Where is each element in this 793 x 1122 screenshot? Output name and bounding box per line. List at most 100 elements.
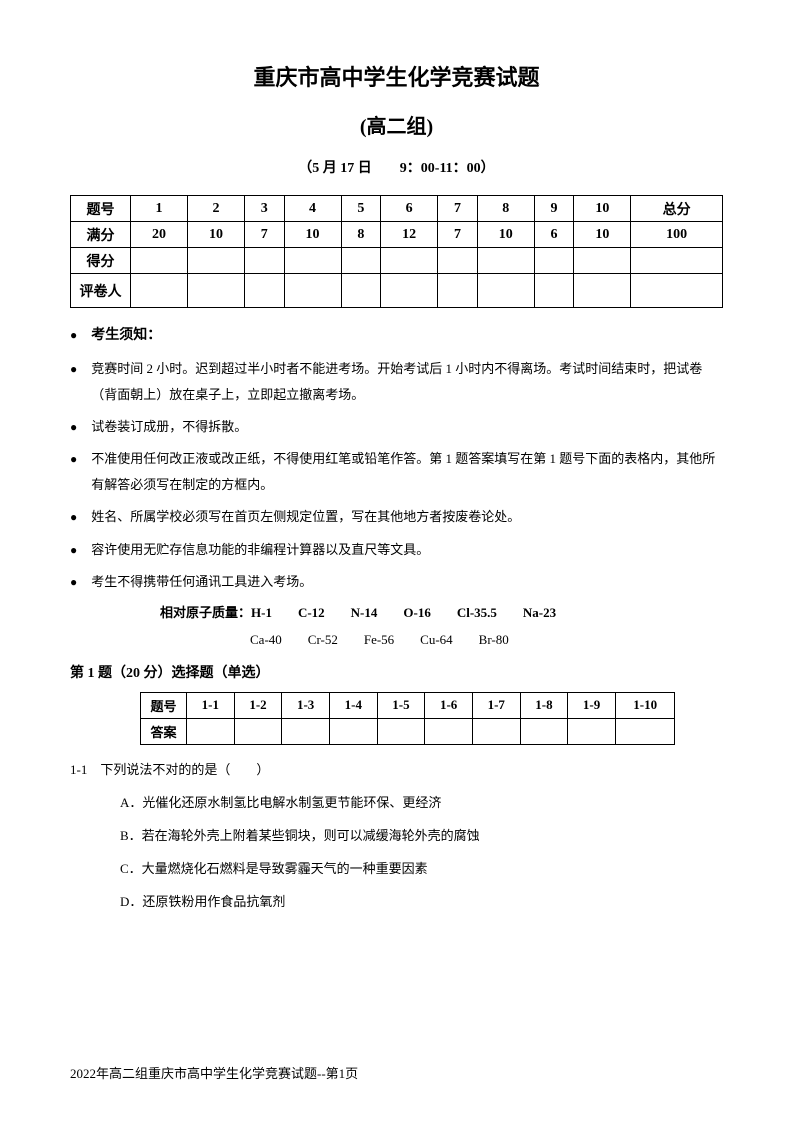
av-1 [187,718,235,744]
score-table: 题号 1 2 3 4 5 6 7 8 9 10 总分 满分 20 10 7 10… [70,195,723,308]
bullet-marker-icon: ● [70,322,77,348]
av-7 [472,718,520,744]
full-marks-row: 满分 20 10 7 10 8 12 7 10 6 10 100 [71,222,723,248]
notice-title-item: ● 考生须知： [70,322,723,350]
fm-total: 100 [631,222,723,248]
g-1 [131,274,188,308]
bullet-marker-icon: ● [70,504,77,530]
notice-item: ● 姓名、所属学校必须写在首页左侧规定位置，写在其他地方者按废卷论处。 [70,504,723,530]
fm-2: 10 [187,222,244,248]
atomic-values-1: H-1 C-12 N-14 O-16 Cl-35.5 Na-23 [251,605,556,620]
option-d: D．还原铁粉用作食品抗氧剂 [120,891,723,910]
h-2: 2 [187,196,244,222]
a-label: 题号 [141,692,187,718]
g-9 [534,274,574,308]
s-7 [438,248,478,274]
g-2 [187,274,244,308]
g-7 [438,274,478,308]
s-5 [341,248,381,274]
g-6 [381,274,438,308]
exam-time: （5 月 17 日 9：00-11：00） [70,157,723,177]
bullet-marker-icon: ● [70,446,77,472]
notice-item: ● 不准使用任何改正液或改正纸，不得使用红笔或铅笔作答。第 1 题答案填写在第 … [70,446,723,498]
atomic-mass-line1: 相对原子质量：H-1 C-12 N-14 O-16 Cl-35.5 Na-23 [160,602,723,621]
av-3 [282,718,330,744]
a-7: 1-7 [472,692,520,718]
g-5 [341,274,381,308]
h-1: 1 [131,196,188,222]
fm-7: 7 [438,222,478,248]
fm-8: 10 [477,222,534,248]
notice-title: 考生须知： [91,322,723,350]
title-main: 重庆市高中学生化学竞赛试题 [70,60,723,92]
a-9: 1-9 [568,692,616,718]
notice-item: ● 考生不得携带任何通讯工具进入考场。 [70,569,723,595]
grader-row: 评卷人 [71,274,723,308]
a-3: 1-3 [282,692,330,718]
h-8: 8 [477,196,534,222]
option-a: A．光催化还原水制氢比电解水制氢更节能环保、更经济 [120,792,723,811]
notice-text: 容许使用无贮存信息功能的非编程计算器以及直尺等文具。 [91,537,723,563]
a-4: 1-4 [329,692,377,718]
answer-header-row: 题号 1-1 1-2 1-3 1-4 1-5 1-6 1-7 1-8 1-9 1… [141,692,675,718]
bullet-marker-icon: ● [70,537,77,563]
av-2 [234,718,282,744]
bullet-marker-icon: ● [70,356,77,382]
footer-text: 2022年高二组重庆市高中学生化学竞赛试题--第1页 [70,1063,358,1082]
bullet-marker-icon: ● [70,414,77,440]
h-4: 4 [284,196,341,222]
grader-label: 评卷人 [71,274,131,308]
s-10 [574,248,631,274]
av-9 [568,718,616,744]
h-9: 9 [534,196,574,222]
a-2: 1-2 [234,692,282,718]
score-row: 得分 [71,248,723,274]
score-header-row: 题号 1 2 3 4 5 6 7 8 9 10 总分 [71,196,723,222]
g-total [631,274,723,308]
fm-6: 12 [381,222,438,248]
fm-4: 10 [284,222,341,248]
s-3 [244,248,284,274]
av-10 [615,718,675,744]
answer-table: 题号 1-1 1-2 1-3 1-4 1-5 1-6 1-7 1-8 1-9 1… [140,692,675,745]
notice-text: 不准使用任何改正液或改正纸，不得使用红笔或铅笔作答。第 1 题答案填写在第 1 … [91,446,723,498]
s-1 [131,248,188,274]
h-7: 7 [438,196,478,222]
notice-text: 竞赛时间 2 小时。迟到超过半小时者不能进考场。开始考试后 1 小时内不得离场。… [91,356,723,408]
fm-5: 8 [341,222,381,248]
av-6 [425,718,473,744]
s-total [631,248,723,274]
answer-value-label: 答案 [141,718,187,744]
fm-10: 10 [574,222,631,248]
atomic-label: 相对原子质量： [160,605,251,620]
fm-3: 7 [244,222,284,248]
a-6: 1-6 [425,692,473,718]
g-3 [244,274,284,308]
g-8 [477,274,534,308]
s-6 [381,248,438,274]
notice-item: ● 竞赛时间 2 小时。迟到超过半小时者不能进考场。开始考试后 1 小时内不得离… [70,356,723,408]
notice-text: 试卷装订成册，不得拆散。 [91,414,723,440]
av-5 [377,718,425,744]
title-sub: (高二组) [70,110,723,139]
g-4 [284,274,341,308]
score-label: 得分 [71,248,131,274]
h-5: 5 [341,196,381,222]
fm-1: 20 [131,222,188,248]
av-4 [329,718,377,744]
s-2 [187,248,244,274]
a-5: 1-5 [377,692,425,718]
s-8 [477,248,534,274]
h-3: 3 [244,196,284,222]
a-1: 1-1 [187,692,235,718]
av-8 [520,718,568,744]
fm-label: 满分 [71,222,131,248]
notice-text: 姓名、所属学校必须写在首页左侧规定位置，写在其他地方者按废卷论处。 [91,504,723,530]
a-8: 1-8 [520,692,568,718]
answer-value-row: 答案 [141,718,675,744]
h-6: 6 [381,196,438,222]
atomic-mass-line2: Ca-40 Cr-52 Fe-56 Cu-64 Br-80 [250,629,723,648]
section1-header: 第 1 题（20 分）选择题（单选） [70,662,723,682]
notice-item: ● 试卷装订成册，不得拆散。 [70,414,723,440]
s-4 [284,248,341,274]
